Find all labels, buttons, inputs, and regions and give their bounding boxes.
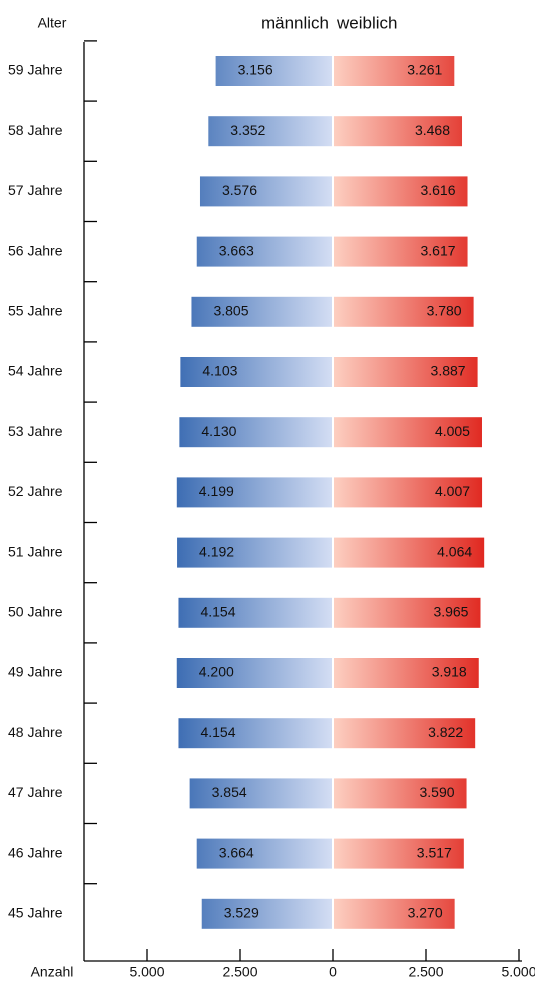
legend-label-male: männlich <box>261 13 329 32</box>
legend-label-female: weiblich <box>336 13 397 32</box>
data-label-male: 4.130 <box>201 423 236 439</box>
data-label-male: 3.854 <box>212 784 247 800</box>
y-tick-label: 47 Jahre <box>8 784 63 800</box>
data-label-male: 4.199 <box>199 483 234 499</box>
data-label-male: 3.805 <box>213 303 248 319</box>
data-label-female: 3.780 <box>427 303 462 319</box>
data-label-male: 3.576 <box>222 182 257 198</box>
bar-female <box>334 718 476 749</box>
y-tick-label: 56 Jahre <box>8 242 63 258</box>
bar-male <box>178 718 332 749</box>
x-tick-label: 5.000 <box>501 964 535 980</box>
bar-female <box>334 597 481 628</box>
x-tick-label: 5.000 <box>129 964 164 980</box>
y-tick-label: 49 Jahre <box>8 664 63 680</box>
data-label-male: 3.664 <box>219 844 254 860</box>
y-tick-label: 50 Jahre <box>8 604 63 620</box>
bar-female <box>334 417 482 448</box>
x-tick-label: 2.500 <box>408 964 443 980</box>
bar-female <box>334 56 455 86</box>
y-tick-label: 58 Jahre <box>8 122 63 138</box>
bar-female <box>334 778 467 809</box>
bar-female <box>334 116 463 147</box>
bar-female <box>334 357 478 387</box>
bar-male <box>199 176 332 207</box>
bar-male <box>196 236 332 267</box>
bar-male <box>196 838 332 869</box>
data-label-female: 3.261 <box>407 62 442 78</box>
data-label-male: 4.200 <box>199 664 234 680</box>
bar-male <box>178 597 332 628</box>
bar-male <box>191 296 332 327</box>
data-label-male: 3.529 <box>224 905 259 921</box>
bar-female <box>334 236 468 267</box>
data-label-female: 3.270 <box>408 905 443 921</box>
bar-male <box>176 658 332 688</box>
bar-male <box>177 537 332 568</box>
bar-female <box>334 477 483 508</box>
data-label-female: 3.590 <box>420 784 455 800</box>
x-tick-label: 2.500 <box>222 964 257 980</box>
data-label-female: 3.887 <box>431 363 466 379</box>
data-label-female: 3.822 <box>428 724 463 740</box>
y-tick-label: 55 Jahre <box>8 303 63 319</box>
x-axis-title: Anzahl <box>31 964 74 980</box>
data-label-female: 3.468 <box>415 122 450 138</box>
data-label-male: 3.663 <box>219 242 254 258</box>
bar-male <box>208 116 332 147</box>
bar-female <box>334 658 479 688</box>
bar-female <box>334 296 474 327</box>
x-tick-label: 0 <box>329 964 337 980</box>
data-label-male: 4.103 <box>202 363 237 379</box>
bar-male <box>179 417 332 448</box>
y-tick-label: 46 Jahre <box>8 844 63 860</box>
y-tick-label: 48 Jahre <box>8 724 63 740</box>
data-label-female: 3.617 <box>421 242 456 258</box>
data-label-male: 4.154 <box>200 604 235 620</box>
y-axis-title: Alter <box>38 15 67 31</box>
bar-male <box>201 898 332 929</box>
y-tick-label: 52 Jahre <box>8 483 63 499</box>
data-label-female: 4.007 <box>435 483 470 499</box>
bar-female <box>334 537 485 568</box>
bar-female <box>334 898 455 929</box>
bar-male <box>176 477 332 508</box>
data-label-male: 3.352 <box>230 122 265 138</box>
data-label-male: 3.156 <box>238 62 273 78</box>
y-tick-label: 51 Jahre <box>8 543 63 559</box>
data-label-female: 3.517 <box>417 844 452 860</box>
data-label-female: 3.616 <box>420 182 455 198</box>
y-tick-label: 59 Jahre <box>8 62 63 78</box>
data-label-male: 4.192 <box>199 543 234 559</box>
y-tick-label: 45 Jahre <box>8 905 63 921</box>
bar-male <box>215 56 332 86</box>
data-label-female: 4.005 <box>435 423 470 439</box>
y-tick-label: 54 Jahre <box>8 363 63 379</box>
data-label-female: 4.064 <box>437 543 472 559</box>
bar-female <box>334 838 464 869</box>
data-label-male: 4.154 <box>200 724 235 740</box>
y-tick-label: 53 Jahre <box>8 423 63 439</box>
bar-male <box>180 357 332 387</box>
bar-male <box>189 778 332 809</box>
bar-female <box>334 176 468 207</box>
y-tick-label: 57 Jahre <box>8 182 63 198</box>
data-label-female: 3.965 <box>433 604 468 620</box>
data-label-female: 3.918 <box>432 664 467 680</box>
